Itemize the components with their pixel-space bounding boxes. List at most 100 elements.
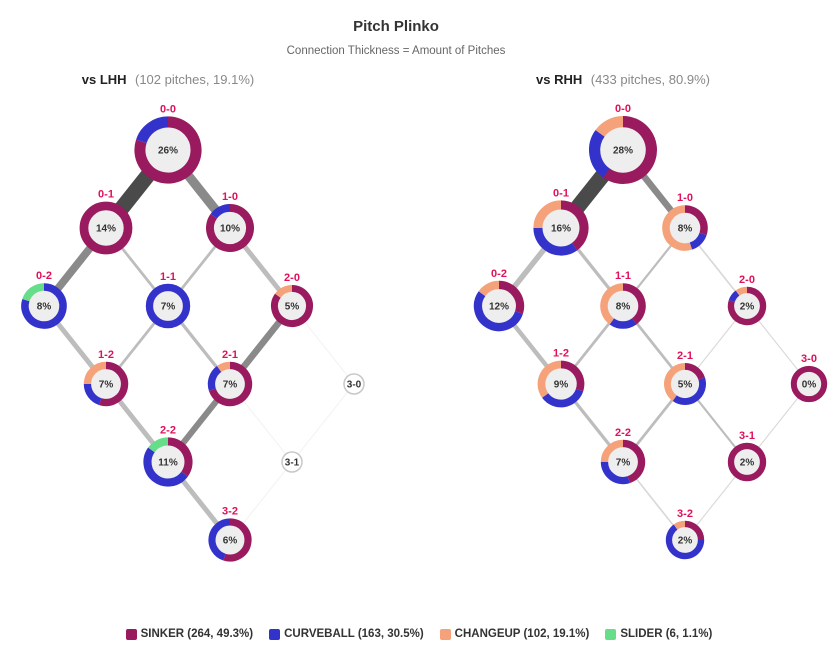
node-value-label: 8% xyxy=(616,302,631,313)
node-value-label: 5% xyxy=(285,302,300,313)
node-core xyxy=(733,448,761,476)
node-segment-changeup xyxy=(600,439,624,463)
chart-subtitle: Connection Thickness = Amount of Pitches xyxy=(287,45,506,57)
node-core xyxy=(599,126,647,174)
panel-rhh: vs RHH (433 pitches, 80.9%) 28% 0-0 16% 0-1… xyxy=(473,71,828,560)
node-3-0[interactable]: 3-0 xyxy=(343,373,365,395)
node-3-1[interactable]: 3-1 xyxy=(281,451,303,473)
node-core xyxy=(670,369,700,399)
node-3-2[interactable]: 6% 3-2 xyxy=(208,505,252,562)
node-count-label: 2-1 xyxy=(222,349,238,361)
node-value-label: 0% xyxy=(802,380,817,391)
node-value-label: 10% xyxy=(220,224,240,235)
node-value-label: 26% xyxy=(158,146,178,157)
chart-legend: SINKER (264, 49.3%) CURVEBALL (163, 30.5… xyxy=(0,628,838,640)
node-segment-curveball xyxy=(208,518,231,561)
node-segment-sinker xyxy=(99,361,129,407)
node-core xyxy=(607,446,639,478)
node-0-0[interactable]: 26% 0-0 xyxy=(134,103,202,184)
node-2-0[interactable]: 5% 2-0 xyxy=(271,272,313,327)
node-count-label: 2-2 xyxy=(160,424,176,436)
node-value-label: 9% xyxy=(554,380,569,391)
node-segment-changeup xyxy=(595,116,624,137)
node-value-label: 16% xyxy=(551,224,571,235)
node-count-label: 2-0 xyxy=(739,274,755,286)
node-1-2[interactable]: 7% 1-2 xyxy=(83,349,129,407)
node-0-1[interactable]: 16% 0-1 xyxy=(533,187,589,256)
node-segment-changeup xyxy=(537,360,562,398)
node-count-label: 2-0 xyxy=(284,272,300,284)
node-1-2[interactable]: 9% 1-2 xyxy=(537,348,585,408)
legend-item-curveball[interactable]: CURVEBALL (163, 30.5%) xyxy=(269,628,424,640)
node-count-label: 3-2 xyxy=(222,505,238,517)
node-value-label: 14% xyxy=(96,224,116,235)
node-segment-sinker xyxy=(560,200,589,251)
node-core xyxy=(213,211,247,245)
node-segment-sinker xyxy=(208,361,253,407)
node-count-label: 3-2 xyxy=(677,508,693,520)
node-0-2[interactable]: 12% 0-2 xyxy=(473,268,525,332)
node-2-1[interactable]: 5% 2-1 xyxy=(664,350,706,405)
node-count-label: 0-1 xyxy=(98,189,114,201)
node-segment-sinker xyxy=(684,520,705,541)
node-segment-slider xyxy=(148,437,169,453)
node-0-2[interactable]: 8% 0-2 xyxy=(21,270,67,329)
node-count-label: 3-0 xyxy=(801,353,817,365)
node-1-1[interactable]: 8% 1-1 xyxy=(600,270,646,329)
node-2-0[interactable]: 2% 2-0 xyxy=(727,274,767,326)
legend-swatch-curveball xyxy=(269,628,281,640)
node-1-1[interactable]: 7% 1-1 xyxy=(145,271,191,329)
node-0-1[interactable]: 14% 0-1 xyxy=(79,189,133,255)
node-segment-sinker xyxy=(167,437,193,477)
node-value-label: 7% xyxy=(99,380,114,391)
node-core xyxy=(277,291,307,321)
chart-title: Pitch Plinko xyxy=(353,18,439,35)
node-value-label: 7% xyxy=(223,380,238,391)
node-segment-curveball xyxy=(207,366,222,391)
node-segment-curveball xyxy=(473,291,523,332)
node-3-0[interactable]: 0% 3-0 xyxy=(790,353,828,403)
panel-title-rhh-light: (433 pitches, 80.9%) xyxy=(591,72,710,87)
node-core xyxy=(151,445,185,479)
node-2-1[interactable]: 7% 2-1 xyxy=(207,349,253,407)
node-3-1[interactable]: 2% 3-1 xyxy=(727,430,767,482)
node-count-label: 1-2 xyxy=(553,348,569,360)
legend-label-slider: SLIDER (6, 1.1%) xyxy=(620,628,713,640)
node-1-0[interactable]: 8% 1-0 xyxy=(662,192,708,251)
node-value-label: 5% xyxy=(678,380,693,391)
node-count-label: 1-1 xyxy=(160,271,176,283)
panel-title-lhh-light: (102 pitches, 19.1%) xyxy=(135,72,254,87)
panel-title-rhh: vs RHH (433 pitches, 80.9%) xyxy=(536,71,710,88)
node-value-label: 8% xyxy=(37,302,52,313)
node-3-2[interactable]: 2% 3-2 xyxy=(665,508,705,560)
node-segment-sinker xyxy=(206,204,254,252)
node-core xyxy=(542,209,580,247)
node-core xyxy=(144,126,192,174)
node-core xyxy=(90,368,122,400)
node-2-2[interactable]: 11% 2-2 xyxy=(143,424,193,487)
node-segment-curveball xyxy=(728,290,740,303)
node-0-0[interactable]: 28% 0-0 xyxy=(589,103,657,184)
node-segment-changeup xyxy=(275,285,293,298)
node-segment-sinker xyxy=(79,201,133,255)
legend-item-changeup[interactable]: CHANGEUP (102, 19.1%) xyxy=(439,628,589,640)
node-segment-changeup xyxy=(600,283,624,325)
node-core xyxy=(733,292,761,320)
legend-swatch-changeup xyxy=(439,628,451,640)
node-segment-sinker xyxy=(684,363,705,380)
legend-label-sinker: SINKER (264, 49.3%) xyxy=(140,628,254,640)
node-segment-sinker xyxy=(223,518,252,562)
node-segment-changeup xyxy=(216,361,231,373)
panel-title-rhh-bold: vs RHH xyxy=(536,72,582,87)
node-1-0[interactable]: 10% 1-0 xyxy=(206,191,254,252)
node-segment-curveball xyxy=(665,524,705,560)
node-count-label: 1-1 xyxy=(615,270,631,282)
node-core xyxy=(28,290,60,322)
legend-item-slider[interactable]: SLIDER (6, 1.1%) xyxy=(605,628,712,640)
node-count-label: 2-1 xyxy=(677,350,693,362)
legend-label-curveball: CURVEBALL (163, 30.5%) xyxy=(284,628,424,640)
node-segment-curveball xyxy=(672,377,706,405)
node-segment-changeup xyxy=(83,361,107,385)
legend-item-sinker[interactable]: SINKER (264, 49.3%) xyxy=(125,628,254,640)
node-2-2[interactable]: 7% 2-2 xyxy=(600,427,646,485)
